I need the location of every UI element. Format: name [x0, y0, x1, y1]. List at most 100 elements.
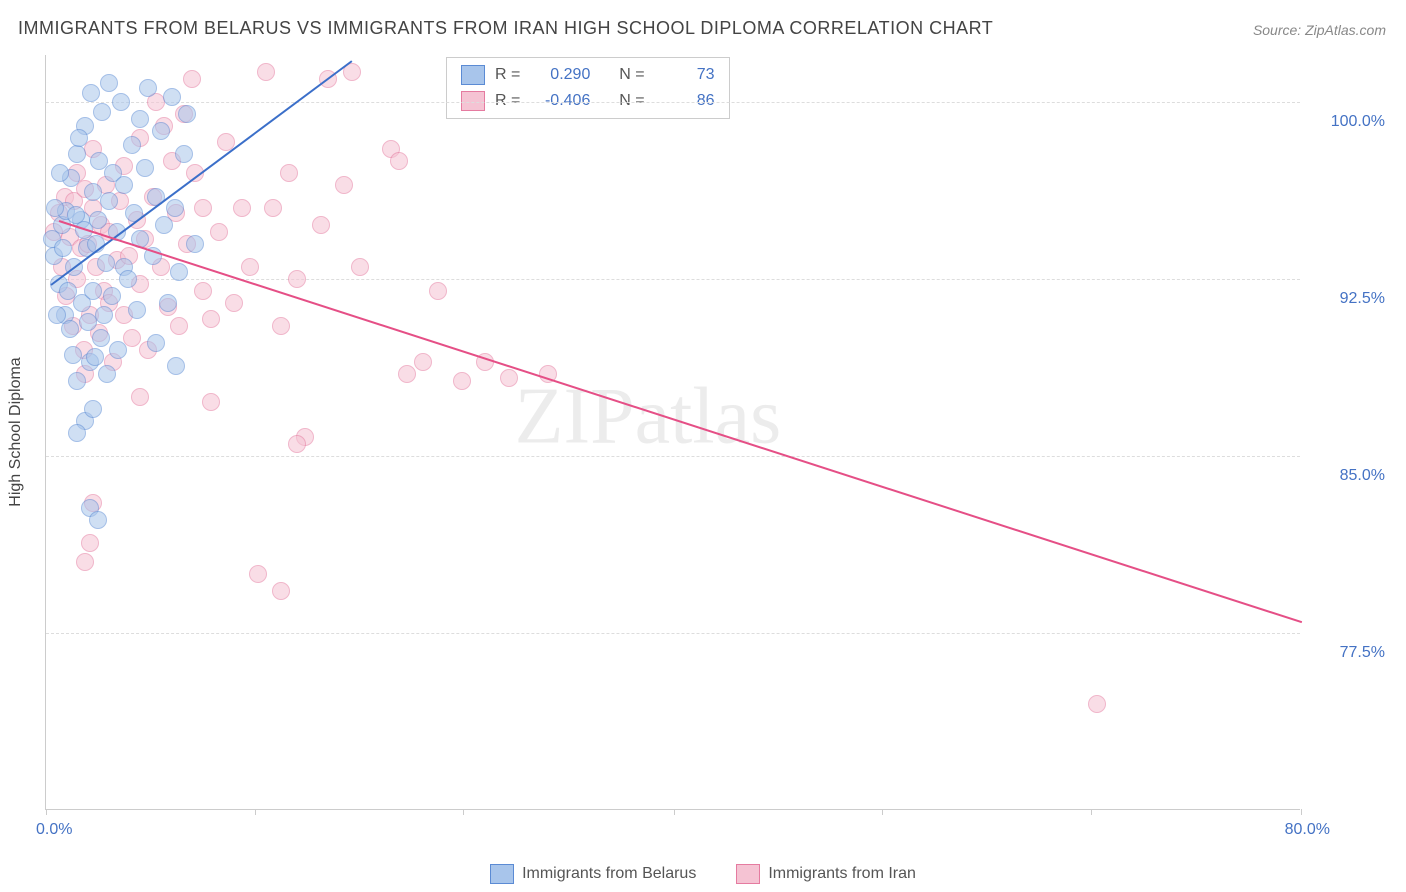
x-tick [255, 809, 256, 815]
scatter-marker [183, 70, 201, 88]
x-tick [463, 809, 464, 815]
scatter-marker [166, 199, 184, 217]
scatter-marker [123, 136, 141, 154]
scatter-marker [93, 103, 111, 121]
scatter-marker [92, 329, 110, 347]
scatter-marker [131, 388, 149, 406]
scatter-marker [272, 317, 290, 335]
n-value-iran: 86 [655, 92, 715, 110]
scatter-marker [225, 294, 243, 312]
scatter-marker [64, 346, 82, 364]
scatter-marker [61, 320, 79, 338]
scatter-marker [186, 235, 204, 253]
scatter-marker [398, 365, 416, 383]
scatter-marker [84, 400, 102, 418]
plot-area: ZIPatlas High School Diploma R = 0.290 N… [45, 55, 1300, 810]
grid-line [46, 633, 1300, 634]
scatter-marker [202, 393, 220, 411]
scatter-marker [112, 93, 130, 111]
scatter-marker [351, 258, 369, 276]
legend-item-belarus: Immigrants from Belarus [490, 864, 696, 884]
x-tick [1301, 809, 1302, 815]
scatter-marker [89, 511, 107, 529]
scatter-marker [115, 176, 133, 194]
r-label: R = [495, 66, 520, 84]
r-label: R = [495, 92, 520, 110]
scatter-marker [68, 145, 86, 163]
y-tick-label: 77.5% [1315, 644, 1385, 662]
scatter-marker [312, 216, 330, 234]
scatter-marker [453, 372, 471, 390]
scatter-marker [500, 369, 518, 387]
scatter-marker [264, 199, 282, 217]
scatter-marker [100, 74, 118, 92]
scatter-marker [95, 306, 113, 324]
legend-stats: R = 0.290 N = 73 R = -0.406 N = 86 [446, 57, 730, 119]
legend-series: Immigrants from Belarus Immigrants from … [0, 864, 1406, 884]
watermark: ZIPatlas [515, 371, 782, 462]
scatter-marker [136, 159, 154, 177]
scatter-marker [147, 334, 165, 352]
scatter-marker [82, 84, 100, 102]
scatter-marker [257, 63, 275, 81]
scatter-marker [202, 310, 220, 328]
x-tick [46, 809, 47, 815]
r-value-belarus: 0.290 [530, 66, 590, 84]
n-label: N = [619, 92, 644, 110]
scatter-marker [414, 353, 432, 371]
scatter-marker [249, 565, 267, 583]
scatter-marker [163, 88, 181, 106]
scatter-marker [70, 129, 88, 147]
scatter-marker [139, 79, 157, 97]
legend-label-belarus: Immigrants from Belarus [522, 865, 696, 883]
scatter-marker [170, 317, 188, 335]
scatter-marker [288, 270, 306, 288]
scatter-marker [123, 329, 141, 347]
scatter-marker [97, 254, 115, 272]
scatter-marker [210, 223, 228, 241]
legend-stats-row-belarus: R = 0.290 N = 73 [461, 62, 715, 88]
scatter-marker [178, 105, 196, 123]
n-label: N = [619, 66, 644, 84]
scatter-marker [51, 164, 69, 182]
x-axis-max-label: 80.0% [1285, 821, 1330, 839]
y-tick-label: 100.0% [1315, 113, 1385, 131]
scatter-marker [159, 294, 177, 312]
legend-stats-row-iran: R = -0.406 N = 86 [461, 88, 715, 114]
scatter-marker [155, 216, 173, 234]
grid-line [46, 456, 1300, 457]
legend-item-iran: Immigrants from Iran [736, 864, 916, 884]
scatter-marker [170, 263, 188, 281]
scatter-marker [68, 424, 86, 442]
scatter-marker [103, 287, 121, 305]
scatter-marker [100, 192, 118, 210]
n-value-belarus: 73 [655, 66, 715, 84]
scatter-marker [76, 553, 94, 571]
scatter-marker [429, 282, 447, 300]
scatter-marker [119, 270, 137, 288]
legend-swatch-iran [736, 864, 760, 884]
legend-swatch-iran [461, 91, 485, 111]
scatter-marker [272, 582, 290, 600]
scatter-marker [241, 258, 259, 276]
scatter-marker [68, 372, 86, 390]
legend-label-iran: Immigrants from Iran [768, 865, 916, 883]
source-attribution: Source: ZipAtlas.com [1253, 22, 1386, 38]
scatter-marker [46, 199, 64, 217]
scatter-marker [390, 152, 408, 170]
x-tick [1091, 809, 1092, 815]
chart-title: IMMIGRANTS FROM BELARUS VS IMMIGRANTS FR… [18, 18, 993, 39]
x-tick [674, 809, 675, 815]
r-value-iran: -0.406 [530, 92, 590, 110]
x-axis-min-label: 0.0% [36, 821, 72, 839]
trend-line [58, 220, 1301, 623]
scatter-marker [48, 306, 66, 324]
scatter-marker [233, 199, 251, 217]
scatter-marker [288, 435, 306, 453]
scatter-marker [109, 341, 127, 359]
scatter-marker [194, 282, 212, 300]
grid-line [46, 279, 1300, 280]
x-tick [882, 809, 883, 815]
legend-swatch-belarus [461, 65, 485, 85]
scatter-marker [89, 211, 107, 229]
